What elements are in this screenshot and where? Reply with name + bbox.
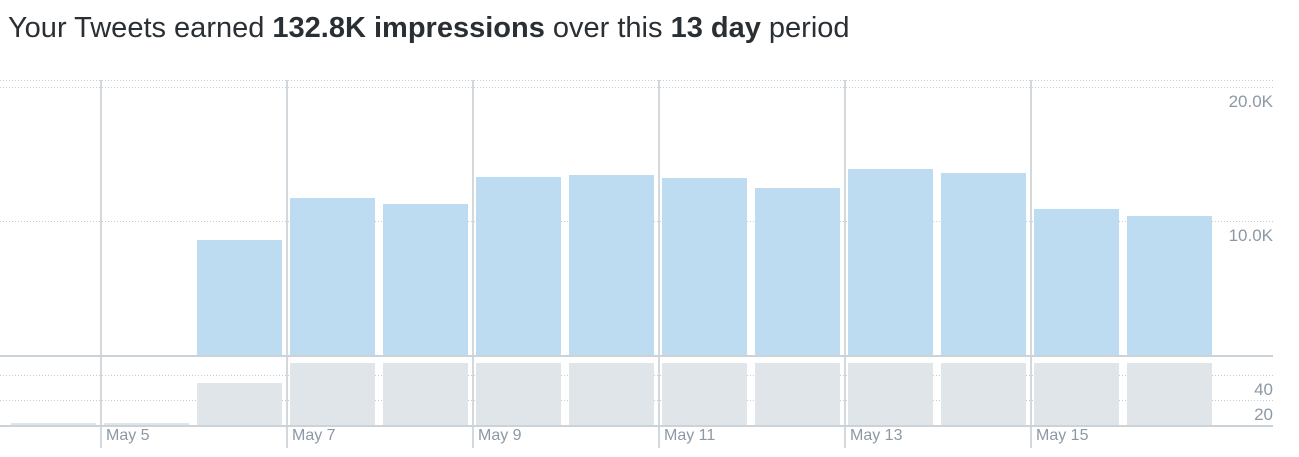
x-axis-label: May 7 — [292, 427, 336, 444]
impressions-bar[interactable] — [197, 239, 282, 355]
tweets-bar[interactable] — [848, 362, 933, 425]
y-gridline-main — [0, 87, 1273, 88]
x-gridline — [658, 80, 660, 448]
impressions-bar[interactable] — [290, 198, 375, 355]
tweets-bar[interactable] — [662, 362, 747, 425]
title-text-3: period — [760, 12, 850, 44]
x-gridline — [286, 80, 288, 448]
y-axis-label-main: 10.0K — [1228, 226, 1273, 245]
x-axis-label: May 9 — [478, 427, 522, 444]
impressions-bar[interactable] — [383, 203, 468, 355]
y-axis-label-mini: 40 — [1254, 380, 1273, 399]
x-axis-label: May 15 — [1036, 427, 1089, 444]
y-axis-label-main: 20.0K — [1228, 92, 1273, 111]
impressions-bar[interactable] — [476, 176, 561, 355]
tweets-bar[interactable] — [755, 362, 840, 425]
chart-top-border — [0, 80, 1273, 81]
title-text-2: over this — [544, 12, 671, 44]
tweets-bar[interactable] — [569, 362, 654, 425]
tweets-bar[interactable] — [383, 362, 468, 425]
x-gridline — [844, 80, 846, 448]
title-text-1: Your Tweets earned — [8, 12, 273, 44]
tweets-bar[interactable] — [104, 422, 189, 425]
impressions-bar[interactable] — [755, 187, 840, 355]
impressions-total: 132.8K impressions — [272, 12, 545, 44]
tweets-bar[interactable] — [197, 382, 282, 425]
page-title: Your Tweets earned 132.8K impressions ov… — [8, 11, 850, 45]
main-chart-baseline — [0, 355, 1273, 357]
period-length: 13 day — [670, 12, 761, 44]
x-axis-label: May 11 — [664, 427, 716, 444]
x-axis-label: May 5 — [106, 427, 150, 444]
impressions-bar[interactable] — [1127, 215, 1212, 355]
x-gridline — [100, 80, 102, 448]
tweets-bar[interactable] — [1034, 362, 1119, 425]
impressions-bar[interactable] — [569, 175, 654, 355]
tweets-bar[interactable] — [941, 362, 1026, 425]
tweets-bar[interactable] — [11, 422, 96, 425]
impressions-bar[interactable] — [848, 168, 933, 355]
tweets-bar[interactable] — [476, 362, 561, 425]
tweets-bar[interactable] — [290, 362, 375, 425]
tweets-bar[interactable] — [1127, 362, 1212, 425]
impressions-bar[interactable] — [941, 172, 1026, 355]
x-axis-label: May 13 — [850, 427, 903, 444]
impressions-bar[interactable] — [1034, 208, 1119, 355]
impressions-bar[interactable] — [662, 178, 747, 355]
x-gridline — [472, 80, 474, 448]
mini-chart-baseline — [0, 425, 1273, 427]
x-gridline — [1030, 80, 1032, 448]
y-axis-label-mini: 20 — [1254, 405, 1273, 424]
